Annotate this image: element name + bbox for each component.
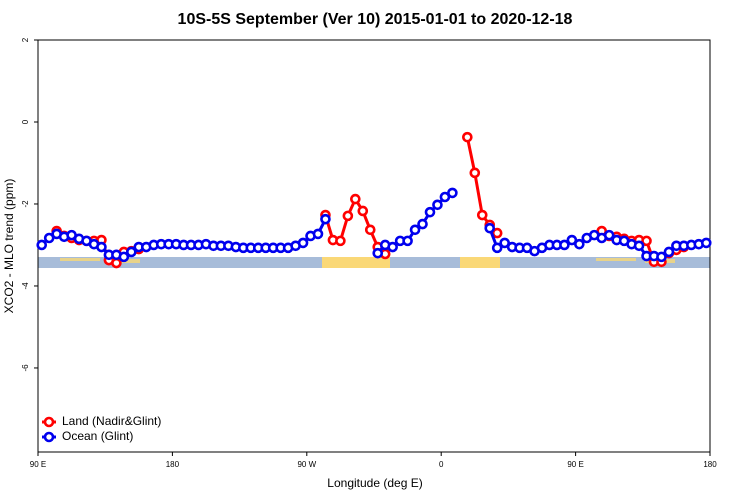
point xyxy=(111,257,122,269)
point xyxy=(603,229,615,241)
point xyxy=(357,205,369,217)
point xyxy=(364,224,376,236)
point xyxy=(447,187,458,199)
y-tick-label: 0 xyxy=(21,119,30,124)
y-tick-label: 2 xyxy=(21,37,30,42)
point xyxy=(432,199,443,211)
land-strip xyxy=(322,257,390,268)
point xyxy=(312,228,324,240)
point xyxy=(409,224,421,236)
point xyxy=(96,241,107,253)
surface-strip xyxy=(38,257,710,268)
islands xyxy=(60,258,100,261)
x-tick-label: 180 xyxy=(703,460,717,469)
point xyxy=(566,234,578,246)
point xyxy=(297,237,309,249)
point xyxy=(43,232,55,244)
y-tick-label: -6 xyxy=(21,364,30,372)
point xyxy=(491,242,503,254)
point xyxy=(417,218,428,230)
point xyxy=(118,251,130,263)
point xyxy=(387,241,398,253)
land-strip xyxy=(460,257,500,268)
legend-marker xyxy=(43,431,55,443)
point xyxy=(372,247,384,259)
x-axis-label: Longitude (deg E) xyxy=(327,476,422,490)
x-tick-label: 180 xyxy=(166,460,180,469)
chart-title: 10S-5S September (Ver 10) 2015-01-01 to … xyxy=(178,11,573,28)
series xyxy=(36,187,712,263)
point xyxy=(559,239,570,251)
legend-label: Land (Nadir&Glint) xyxy=(62,414,161,428)
point xyxy=(424,206,436,218)
point xyxy=(469,167,481,179)
point xyxy=(484,222,496,234)
point xyxy=(126,246,137,258)
y-tick-label: -2 xyxy=(21,200,30,208)
point xyxy=(656,251,667,263)
point xyxy=(36,239,48,251)
islands xyxy=(596,258,636,261)
legend-label: Ocean (Glint) xyxy=(62,429,133,443)
x-tick-label: 90 W xyxy=(297,460,316,469)
y-tick-label: -4 xyxy=(21,282,30,290)
point xyxy=(402,235,413,247)
point xyxy=(350,193,361,205)
point xyxy=(462,131,473,143)
point xyxy=(499,237,510,249)
point xyxy=(641,235,652,247)
point xyxy=(574,238,585,250)
point xyxy=(476,209,488,221)
point xyxy=(335,235,346,247)
point xyxy=(700,237,712,249)
x-tick-label: 90 E xyxy=(30,460,46,469)
x-tick-label: 90 E xyxy=(567,460,583,469)
point xyxy=(633,240,645,252)
legend-marker xyxy=(43,416,55,428)
point xyxy=(439,191,451,203)
x-tick-label: 0 xyxy=(439,460,444,469)
y-axis-label: XCO2 - MLO trend (ppm) xyxy=(2,179,16,314)
point xyxy=(320,213,331,225)
point xyxy=(663,246,675,258)
point xyxy=(342,210,354,222)
